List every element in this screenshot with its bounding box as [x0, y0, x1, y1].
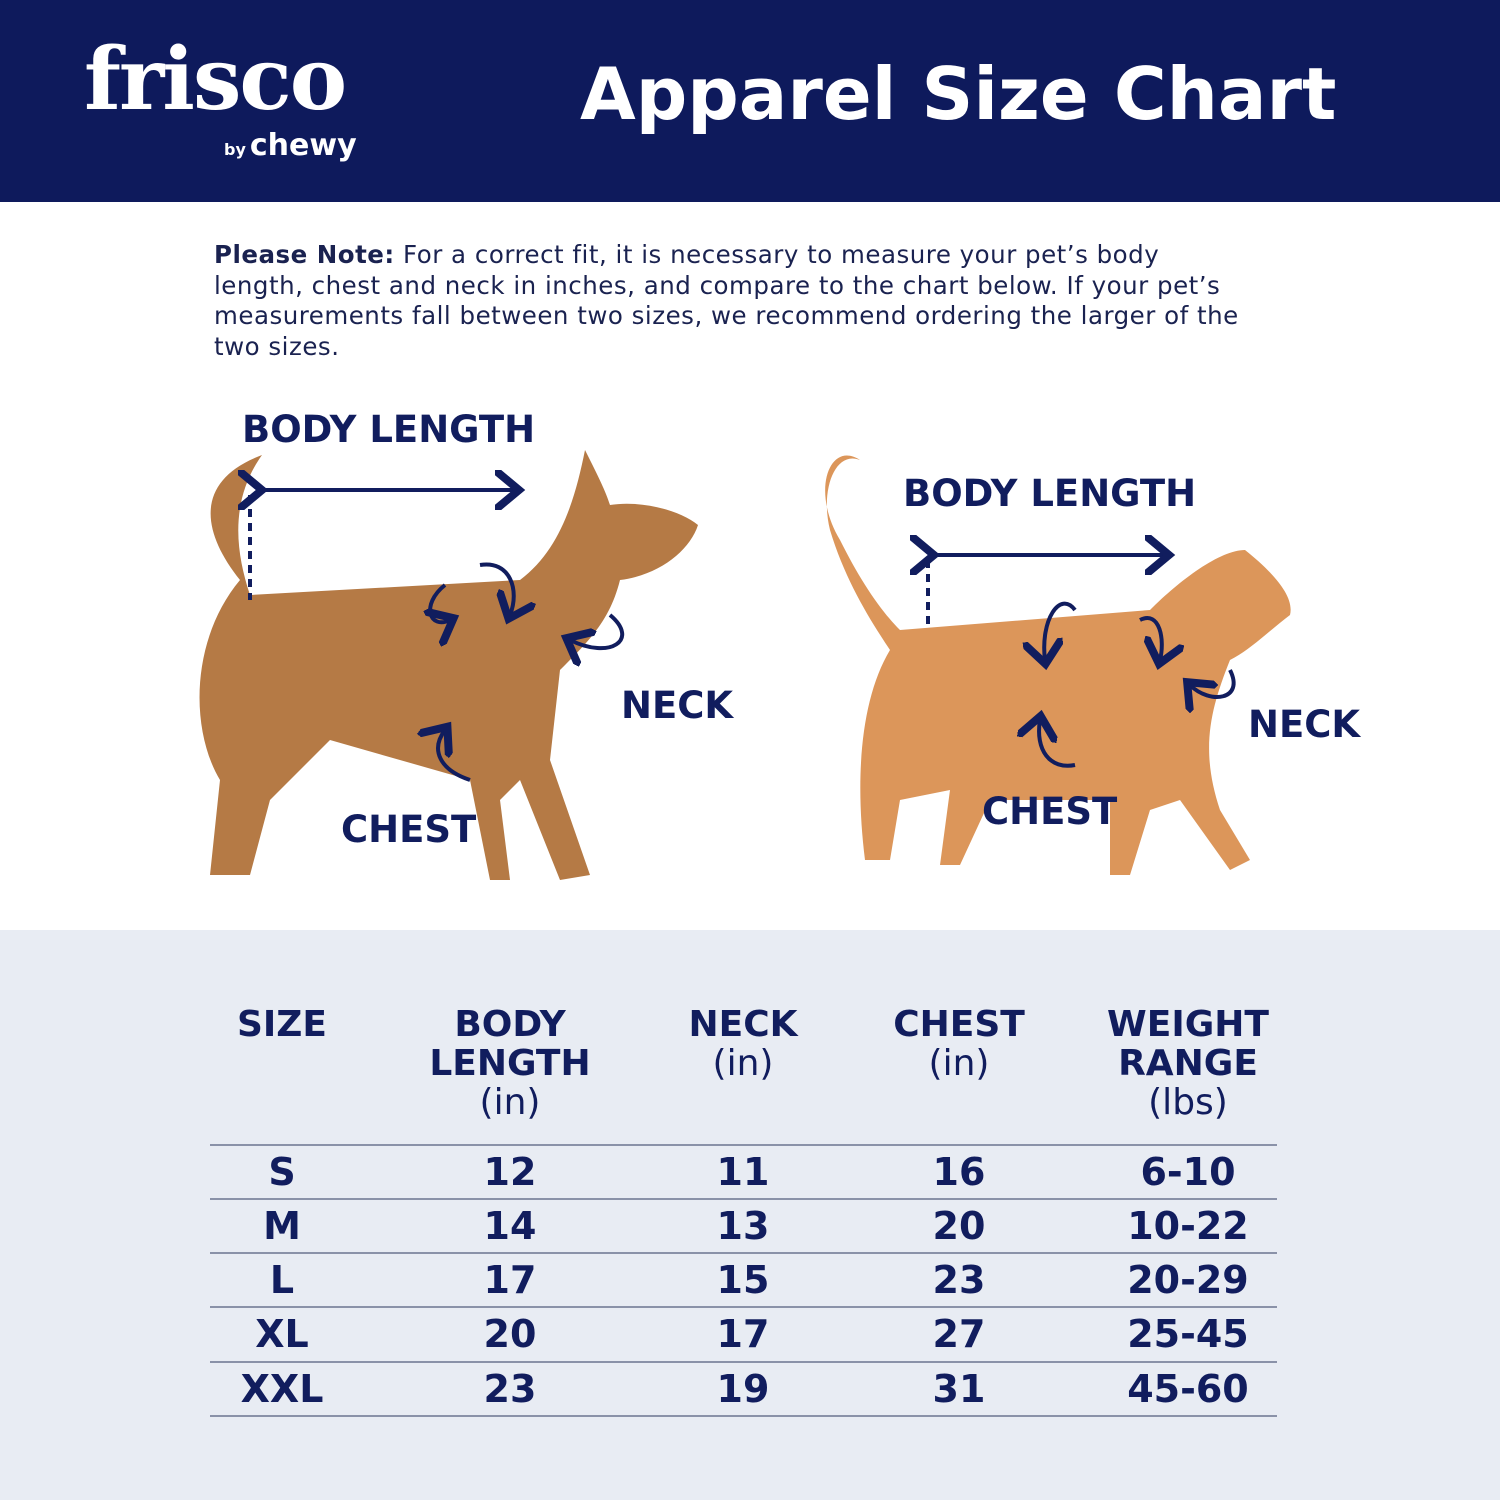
- dog-body-length-label: BODY LENGTH: [242, 408, 536, 451]
- cat-neck-label: NECK: [1248, 703, 1361, 746]
- table-cell: 45-60: [1127, 1367, 1249, 1411]
- size-table: SIZE BODY LENGTH (in) NECK (in) CHEST (in) …: [0, 930, 1500, 1500]
- table-cell: 6-10: [1140, 1150, 1236, 1194]
- dog-chest-arrow: [438, 730, 471, 782]
- pet-measurement-illustration: [199, 450, 1291, 880]
- dog-chest-label: CHEST: [341, 808, 477, 851]
- table-cell: 20-29: [1127, 1258, 1249, 1302]
- header-chest: CHEST (in): [893, 1004, 1025, 1084]
- dog-image: [199, 450, 698, 880]
- table-cell: 13: [716, 1204, 770, 1248]
- note-text: For a correct fit, it is necessary to me…: [214, 240, 1239, 361]
- dog-neck-label: NECK: [621, 684, 734, 727]
- header-neck: NECK (in): [688, 1004, 798, 1084]
- cat-body-length-label: BODY LENGTH: [903, 472, 1197, 515]
- logo-text: frisco: [84, 29, 347, 130]
- header-weight-range: WEIGHT RANGE (lbs): [1107, 1004, 1269, 1123]
- table-cell: 11: [716, 1150, 770, 1194]
- table-cell: 17: [716, 1312, 770, 1356]
- table-cell: 27: [932, 1312, 986, 1356]
- cat-neck-arrow-back: [1139, 616, 1162, 660]
- dog-neck-arrow-back: [479, 562, 514, 615]
- table-cell: 16: [932, 1150, 986, 1194]
- page-title: Apparel Size Chart: [580, 52, 1337, 136]
- row-divider: [210, 1361, 1277, 1363]
- table-cell: 17: [483, 1258, 537, 1302]
- note-lead: Please Note:: [214, 240, 395, 269]
- frisco-logo: frisco by chewy: [84, 29, 357, 164]
- table-cell: 20: [483, 1312, 537, 1356]
- table-cell: 23: [483, 1367, 537, 1411]
- please-note: Please Note: For a correct fit, it is ne…: [214, 240, 1254, 362]
- table-cell: 12: [483, 1150, 537, 1194]
- table-cell: 10-22: [1127, 1204, 1249, 1248]
- row-divider: [210, 1144, 1277, 1146]
- dog-chest-arrow-top: [430, 583, 450, 622]
- header-size: SIZE: [236, 1004, 328, 1045]
- cat-chest-arrow: [1039, 720, 1076, 768]
- table-cell: L: [269, 1258, 295, 1302]
- dog-neck-arrow: [570, 613, 625, 648]
- row-divider: [210, 1198, 1277, 1200]
- row-divider: [210, 1306, 1277, 1308]
- table-cell: 15: [716, 1258, 770, 1302]
- header-body-length: BODY LENGTH (in): [429, 1004, 591, 1123]
- cat-chest-arrow-top: [1044, 601, 1077, 660]
- logo-chewy: chewy: [249, 128, 357, 163]
- table-cell: 31: [932, 1367, 986, 1411]
- row-divider: [210, 1252, 1277, 1254]
- table-cell: 19: [716, 1367, 770, 1411]
- table-cell: XXL: [240, 1367, 324, 1411]
- table-cell: S: [268, 1150, 296, 1194]
- table-cell: 23: [932, 1258, 986, 1302]
- table-cell: M: [263, 1204, 301, 1248]
- table-cell: 20: [932, 1204, 986, 1248]
- table-cell: 25-45: [1127, 1312, 1249, 1356]
- cat-chest-label: CHEST: [982, 790, 1118, 833]
- table-cell: XL: [255, 1312, 309, 1356]
- cat-neck-arrow: [1190, 669, 1236, 697]
- table-cell: 14: [483, 1204, 537, 1248]
- row-divider: [210, 1415, 1277, 1417]
- logo-by: by: [224, 140, 246, 159]
- header-banner: frisco by chewy Apparel Size Chart: [0, 0, 1500, 202]
